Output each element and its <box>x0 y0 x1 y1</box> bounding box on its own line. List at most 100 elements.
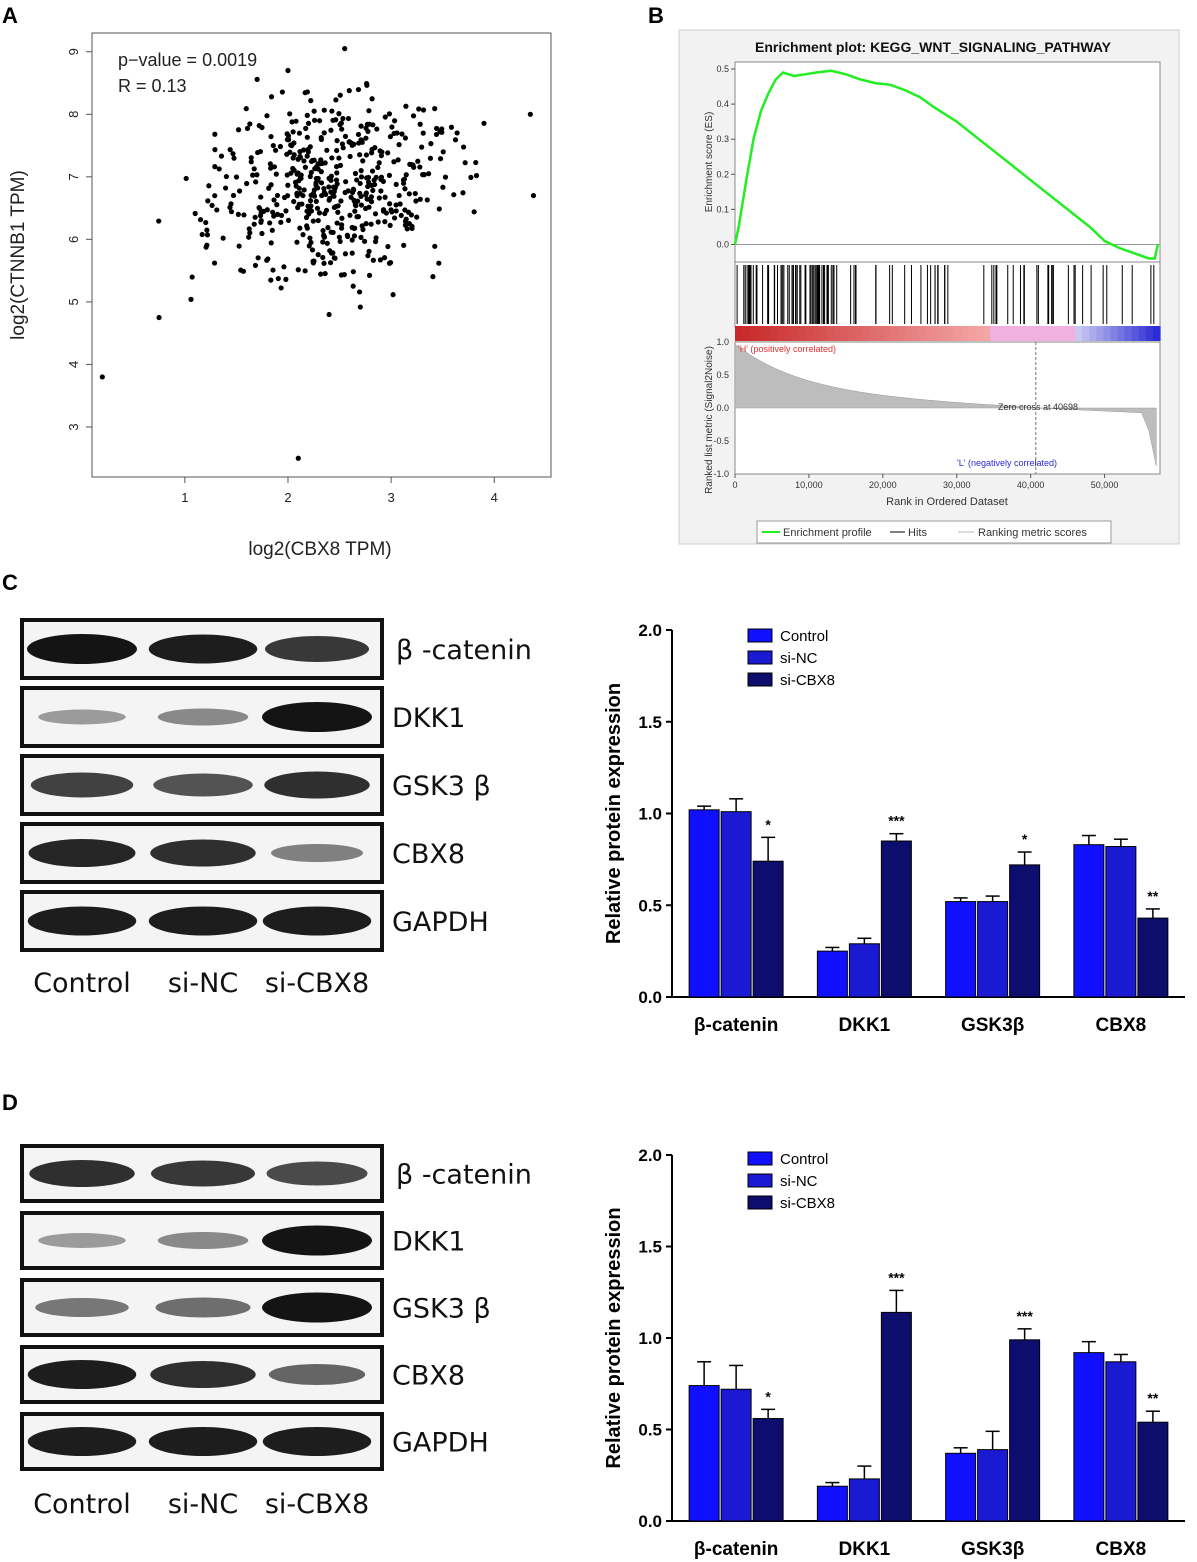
scatter-point <box>426 171 432 177</box>
panel-letter-c: C <box>2 570 18 595</box>
scatter-point <box>345 115 352 122</box>
bar <box>880 840 912 998</box>
scatter-point <box>256 204 262 211</box>
scatter-point <box>372 211 379 217</box>
blot-band <box>157 708 249 726</box>
scatter-point <box>337 92 343 98</box>
x-tick-label: 2 <box>284 490 291 505</box>
blot-band <box>157 1232 249 1249</box>
heat-cell <box>876 326 885 341</box>
scatter-point <box>350 269 356 275</box>
blot-band <box>262 702 372 732</box>
significance-stars: ** <box>1147 888 1158 904</box>
y-tick-label: 1.5 <box>638 1238 662 1257</box>
scatter-point <box>473 173 480 179</box>
gsea-title: Enrichment plot: KEGG_WNT_SIGNALING_PATH… <box>755 39 1112 55</box>
scatter-point <box>313 182 319 188</box>
scatter-point <box>378 176 384 183</box>
scatter-point <box>267 220 273 226</box>
heat-cell <box>982 326 991 341</box>
scatter-point <box>349 237 355 243</box>
scatter-point <box>452 137 459 143</box>
scatter-point <box>330 117 336 123</box>
scatter-point <box>414 214 420 220</box>
heat-cell <box>1124 326 1133 341</box>
bar <box>816 1485 848 1522</box>
scatter-point <box>228 209 235 215</box>
scatter-point <box>301 187 307 193</box>
heat-cell <box>897 326 906 341</box>
scatter-point <box>392 215 398 221</box>
scatter-point <box>156 314 162 321</box>
scatter-point <box>321 260 327 266</box>
scatter-point <box>352 170 359 177</box>
scatter-point <box>363 152 369 158</box>
scatter-point <box>393 181 399 187</box>
scatter-point <box>387 201 393 207</box>
scatter-point <box>295 267 301 273</box>
y-tick-label: 2.0 <box>638 621 662 640</box>
bar <box>1105 1361 1137 1522</box>
scatter-point <box>268 165 274 171</box>
scatter-point <box>243 106 249 112</box>
scatter-point <box>204 242 210 248</box>
scatter-point <box>331 255 337 261</box>
scatter-point <box>315 175 321 182</box>
scatter-point <box>233 174 240 180</box>
scatter-point <box>348 194 354 200</box>
scatter-point <box>404 226 410 232</box>
bar <box>1105 846 1137 998</box>
scatter-point <box>365 253 371 259</box>
scatter-point <box>252 214 258 220</box>
scatter-point <box>308 98 314 104</box>
scatter-point <box>313 198 319 204</box>
scatter-point <box>267 161 273 167</box>
y-tick-label: 9 <box>66 48 81 55</box>
significance-stars: ** <box>1147 1390 1158 1406</box>
y-tick-label: 5 <box>66 298 81 305</box>
scatter-point <box>326 311 332 318</box>
scatter-point <box>290 129 296 135</box>
scatter-point <box>284 151 290 157</box>
heat-cell <box>756 326 764 341</box>
heat-cell <box>1060 326 1069 341</box>
heat-cell <box>1018 326 1027 341</box>
scatter-point <box>256 123 262 129</box>
scatter-point <box>354 177 360 183</box>
category-label: β-catenin <box>694 1015 778 1036</box>
heat-cell <box>883 326 892 341</box>
scatter-point <box>363 190 369 196</box>
scatter-point <box>436 206 442 212</box>
scatter-point <box>270 267 276 273</box>
scatter-point <box>442 174 449 180</box>
blot-band <box>148 1427 258 1456</box>
scatter-point <box>398 212 404 219</box>
scatter-point <box>308 169 314 176</box>
scatter-point <box>283 208 289 214</box>
scatter-point <box>318 136 325 143</box>
scatter-point <box>255 255 261 261</box>
scatter-point <box>331 193 337 199</box>
heat-cell <box>834 326 842 341</box>
scatter-point <box>307 173 313 180</box>
scatter-point <box>323 191 329 198</box>
heat-cell <box>742 326 750 341</box>
heat-cell <box>848 326 857 341</box>
metric-area <box>734 343 1157 467</box>
scatter-point <box>432 243 438 249</box>
blot-band <box>262 906 372 936</box>
blot-label: GSK3 β <box>392 771 491 802</box>
scatter-frame <box>91 32 552 478</box>
scatter-point <box>350 283 356 289</box>
panel-letter-a: A <box>2 3 18 28</box>
scatter-point <box>375 164 381 171</box>
lane-label: si-CBX8 <box>265 968 369 999</box>
scatter-point <box>199 231 205 238</box>
blot-band <box>29 1160 135 1187</box>
scatter-point <box>366 108 372 114</box>
scatter-point <box>357 152 363 158</box>
metric-tick-label: -1.0 <box>713 469 729 479</box>
scatter-point <box>330 229 336 236</box>
scatter-point <box>321 107 327 113</box>
category-label: DKK1 <box>839 1539 891 1560</box>
